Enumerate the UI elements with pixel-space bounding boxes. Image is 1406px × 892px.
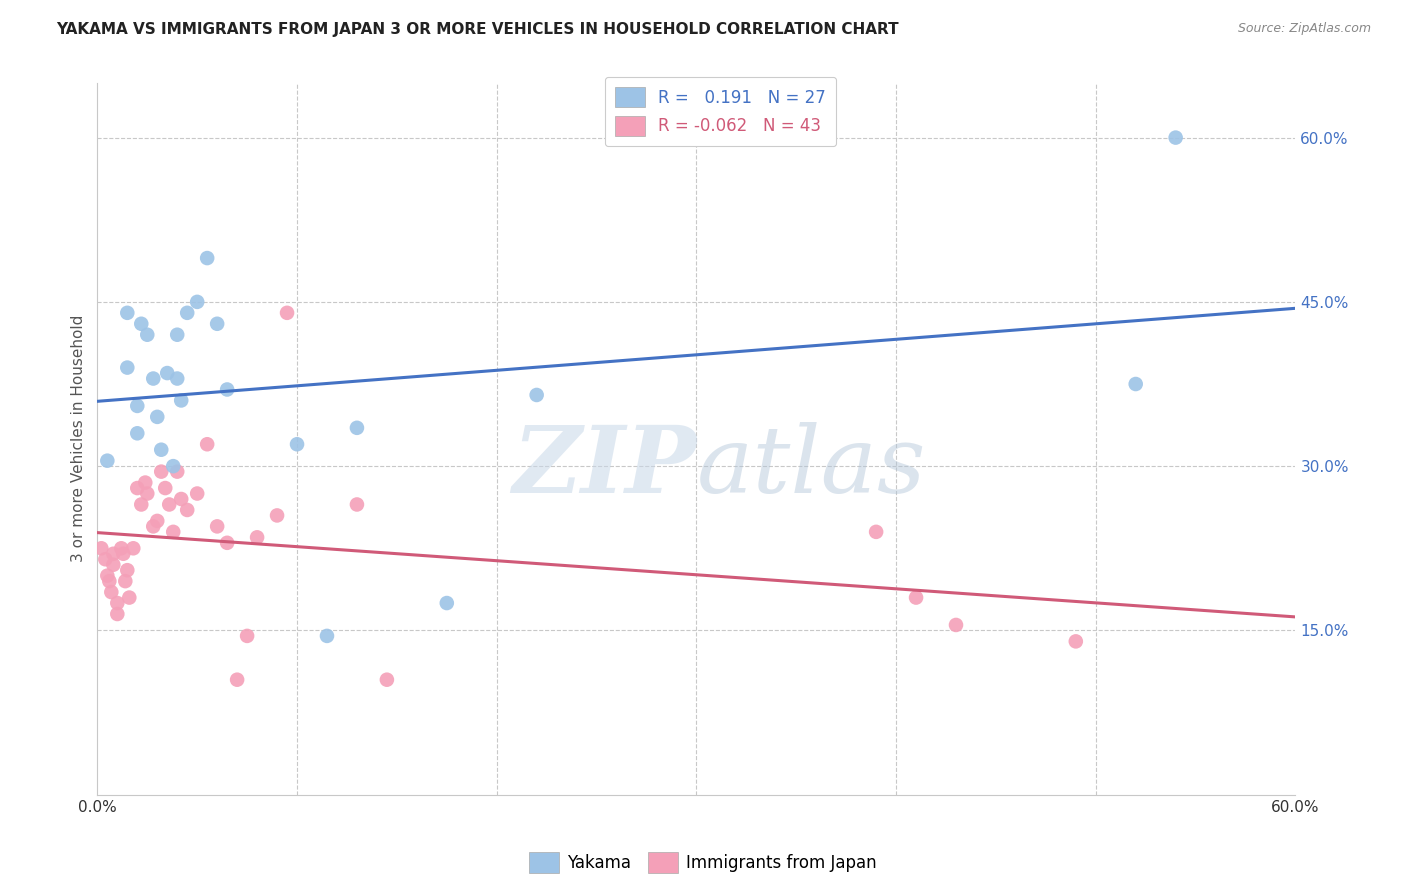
Point (186, 294, 208, 309)
Point (176, 306, 198, 320)
Point (346, 421, 368, 435)
Point (142, 371, 165, 385)
Point (1064, 634, 1087, 648)
Point (236, 629, 259, 643)
Point (155, 481, 177, 495)
Text: atlas: atlas (696, 422, 927, 512)
Point (205, 519, 228, 533)
Point (117, 306, 139, 320)
Point (150, 465, 173, 479)
Point (129, 498, 152, 512)
Point (316, 629, 339, 643)
Point (285, 437, 308, 451)
Point (1164, 130, 1187, 145)
Text: Source: ZipAtlas.com: Source: ZipAtlas.com (1237, 22, 1371, 36)
Point (105, 596, 128, 610)
Point (217, 383, 239, 397)
Point (166, 465, 188, 479)
Point (136, 486, 159, 500)
Point (117, 563, 139, 577)
Point (1125, 377, 1147, 392)
Point (127, 399, 149, 413)
Point (103, 558, 125, 572)
Point (105, 607, 128, 621)
Point (90, 541, 112, 556)
Point (226, 673, 249, 687)
Point (156, 366, 179, 380)
Point (176, 503, 198, 517)
Point (436, 596, 458, 610)
Point (162, 524, 184, 539)
Point (122, 541, 145, 556)
Point (142, 519, 165, 533)
Point (127, 426, 149, 441)
Y-axis label: 3 or more Vehicles in Household: 3 or more Vehicles in Household (72, 315, 86, 563)
Legend: Yakama, Immigrants from Japan: Yakama, Immigrants from Japan (523, 846, 883, 880)
Point (112, 547, 135, 561)
Point (195, 437, 218, 451)
Point (117, 360, 139, 375)
Text: YAKAMA VS IMMIGRANTS FROM JAPAN 3 OR MORE VEHICLES IN HOUSEHOLD CORRELATION CHAR: YAKAMA VS IMMIGRANTS FROM JAPAN 3 OR MOR… (56, 22, 898, 37)
Point (150, 442, 173, 457)
Point (375, 673, 398, 687)
Point (157, 498, 180, 512)
Point (136, 327, 159, 342)
Point (205, 317, 228, 331)
Point (146, 409, 169, 424)
Point (103, 547, 125, 561)
Point (166, 327, 188, 342)
Point (127, 481, 149, 495)
Point (170, 393, 193, 408)
Point (114, 574, 136, 589)
Point (905, 591, 928, 605)
Point (266, 508, 288, 523)
Point (186, 486, 208, 500)
Point (276, 306, 298, 320)
Point (865, 524, 887, 539)
Point (162, 459, 184, 474)
Point (134, 475, 156, 490)
Text: ZIP: ZIP (512, 422, 696, 512)
Point (346, 498, 368, 512)
Point (195, 251, 218, 265)
Point (100, 585, 122, 599)
Point (170, 491, 193, 506)
Point (96, 453, 118, 467)
Point (96, 568, 118, 582)
Point (129, 317, 152, 331)
Point (98, 574, 121, 589)
Point (110, 541, 132, 556)
Point (217, 536, 239, 550)
Point (166, 371, 188, 385)
Legend: R =   0.191   N = 27, R = -0.062   N = 43: R = 0.191 N = 27, R = -0.062 N = 43 (605, 77, 837, 146)
Point (146, 514, 169, 528)
Point (246, 530, 269, 544)
Point (945, 618, 967, 632)
Point (94, 552, 117, 566)
Point (526, 388, 548, 402)
Point (118, 591, 141, 605)
